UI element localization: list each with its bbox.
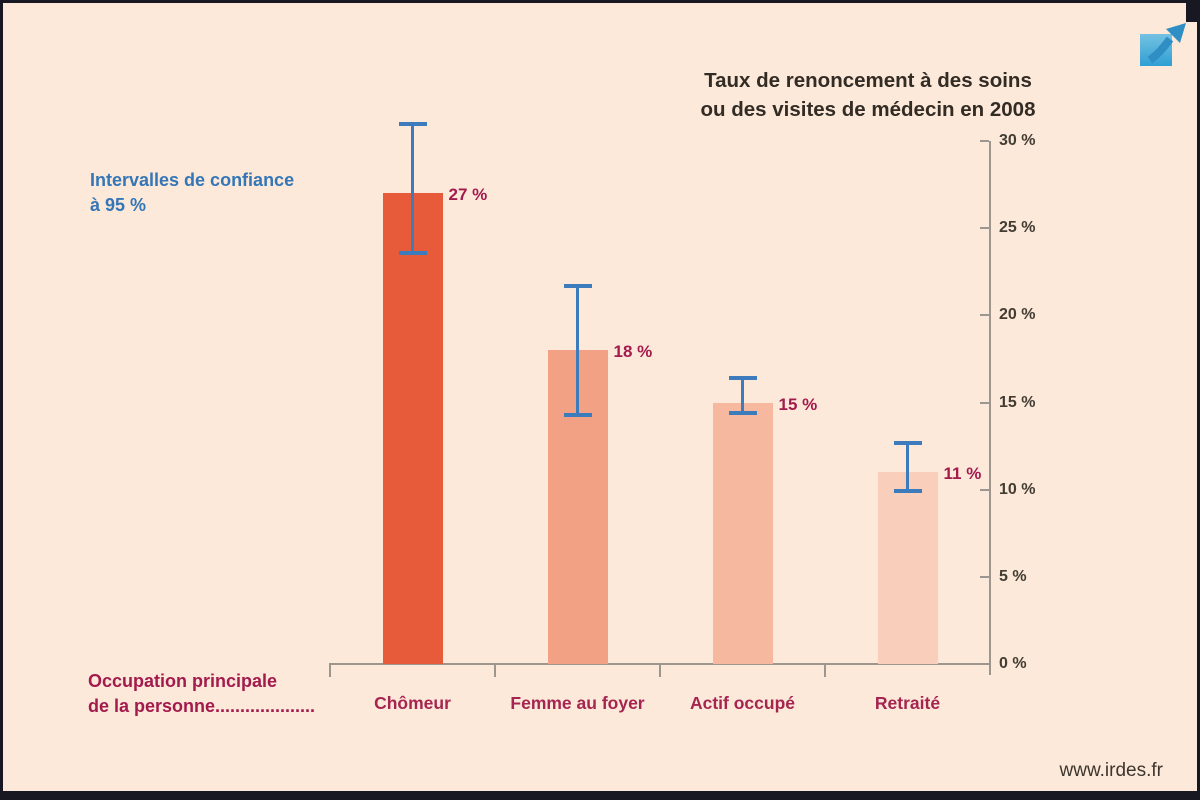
frame-border-left [0, 0, 3, 800]
error-bar-line [576, 285, 579, 415]
bar-3 [712, 402, 773, 664]
y-tick-label: 20 % [999, 306, 1036, 324]
frame-border-top [0, 0, 1200, 3]
y-axis-tick [980, 140, 989, 142]
y-axis-tick [980, 401, 989, 404]
chart-title-line1: Taux de renoncement à des soins [704, 69, 1032, 92]
error-bar-cap-top [563, 283, 592, 288]
error-bar-cap-bottom [398, 250, 427, 255]
chart-title-line2: ou des visites de médecin en 2008 [700, 98, 1036, 121]
error-bar-cap-bottom [893, 489, 922, 494]
y-tick-label: 30 % [999, 132, 1036, 149]
value-label: 18 % [613, 342, 653, 362]
value-label: 11 % [943, 464, 982, 484]
y-axis-tick [980, 314, 989, 317]
expand-arrow-icon[interactable] [1137, 22, 1189, 68]
error-bar-cap-top [893, 440, 922, 445]
category-label: Retraité [874, 693, 941, 713]
x-axis-tick [659, 663, 661, 677]
y-axis-tick [980, 227, 989, 230]
y-tick-label: 25 % [999, 219, 1036, 237]
y-tick-label: 5 % [999, 567, 1027, 585]
y-axis-line [989, 141, 991, 675]
y-axis-tick [980, 575, 989, 578]
x-axis-tick [329, 663, 331, 677]
x-axis-title: Occupation principale de la personne....… [88, 669, 315, 719]
bar-4 [877, 472, 938, 664]
site-url: www.irdes.fr [1059, 760, 1163, 781]
y-axis-tick [980, 663, 989, 665]
error-bar-line [741, 378, 744, 413]
category-label: Femme au foyer [510, 693, 645, 713]
error-bar-line [906, 442, 909, 492]
y-tick-label: 10 % [999, 480, 1036, 498]
y-tick-label: 0 % [999, 655, 1027, 672]
category-label: Actif occupé [689, 693, 796, 713]
frame-corner-nub [1186, 0, 1200, 22]
value-label: 15 % [778, 394, 818, 414]
error-bar-cap-bottom [728, 410, 757, 415]
error-bar-cap-bottom [563, 412, 592, 417]
x-axis-tick [494, 663, 496, 677]
x-axis-tick [824, 663, 826, 677]
frame-border-right [1197, 0, 1200, 800]
error-bar-cap-top [728, 376, 757, 381]
y-tick-label: 15 % [999, 393, 1036, 411]
error-bar-cap-top [398, 121, 427, 126]
frame-border-bottom [0, 791, 1200, 800]
x-axis-title-line1: Occupation principale [88, 671, 278, 691]
ci-legend-line1: Intervalles de confiance [90, 170, 295, 190]
category-label: Chômeur [374, 693, 451, 713]
x-axis-title-line2: de la personne.................... [88, 696, 316, 716]
chart-title: Taux de renoncement à des soins ou des v… [690, 66, 1046, 124]
y-axis-tick [980, 488, 989, 491]
confidence-interval-legend: Intervalles de confiance à 95 % [90, 168, 294, 218]
value-label: 27 % [448, 185, 488, 205]
bar-1 [382, 193, 443, 664]
ci-legend-line2: à 95 % [90, 195, 147, 215]
error-bar-line [411, 123, 414, 253]
